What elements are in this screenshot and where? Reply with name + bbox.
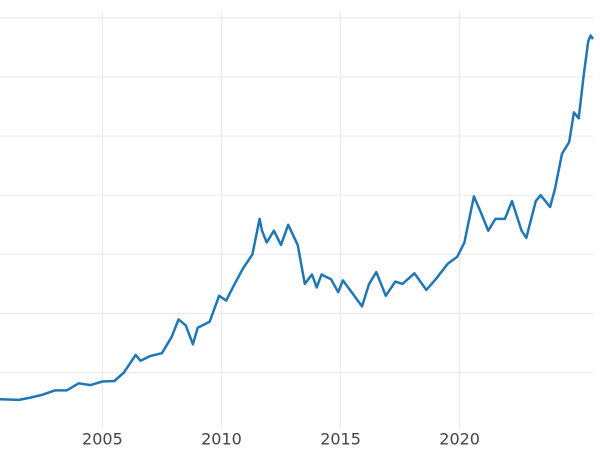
x-tick-label: 2020 — [439, 430, 480, 449]
price-line — [0, 34, 595, 402]
x-tick-label: 2005 — [82, 430, 123, 449]
x-tick-label: 2010 — [201, 430, 242, 449]
x-tick-label: 2015 — [320, 430, 361, 449]
